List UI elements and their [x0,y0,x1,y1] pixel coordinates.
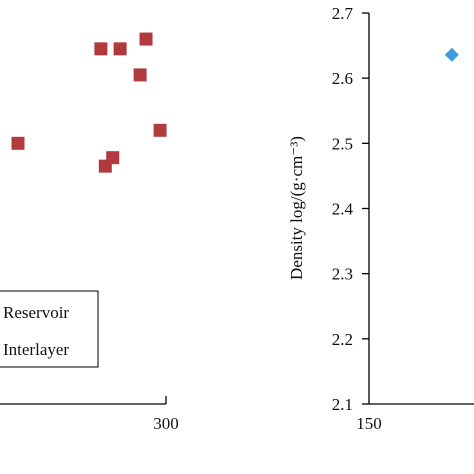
legend: Reservoir Interlayer [0,290,99,368]
right-y-ticks: 2.1 2.2 2.3 2.4 2.5 2.6 2.7 [332,4,369,414]
reservoir-point [139,32,153,46]
legend-label-reservoir: Reservoir [3,303,69,322]
right-y-tick-label: 2.7 [332,4,354,23]
reservoir-point [113,42,127,56]
right-y-tick-label: 2.5 [332,134,353,153]
legend-box [0,290,99,368]
right-y-axis-title: Density log/(g·cm⁻³) [287,136,306,280]
left-chart-panel: 300 Reservoir Interlayer [0,32,179,433]
right-chart-panel: 150 2.1 2.2 2.3 2.4 2.5 2.6 2.7 Density log/(g… [287,4,474,433]
right-y-tick-label: 2.2 [332,330,353,349]
legend-label-interlayer: Interlayer [3,340,69,359]
right-y-tick-label: 2.1 [332,395,353,414]
reservoir-point [106,151,120,165]
right-y-tick-label: 2.4 [332,200,354,219]
right-x-tick-label: 150 [356,414,382,433]
right-y-tick-label: 2.3 [332,265,353,284]
reservoir-point [133,68,147,82]
interlayer-point [444,47,459,62]
right-y-tick-label: 2.6 [332,69,353,88]
reservoir-point [94,42,108,56]
reservoir-point [11,136,25,150]
reservoir-point [153,123,167,137]
left-x-tick-label: 300 [153,414,179,433]
left-series-points [11,32,167,173]
right-series-points [444,47,459,62]
